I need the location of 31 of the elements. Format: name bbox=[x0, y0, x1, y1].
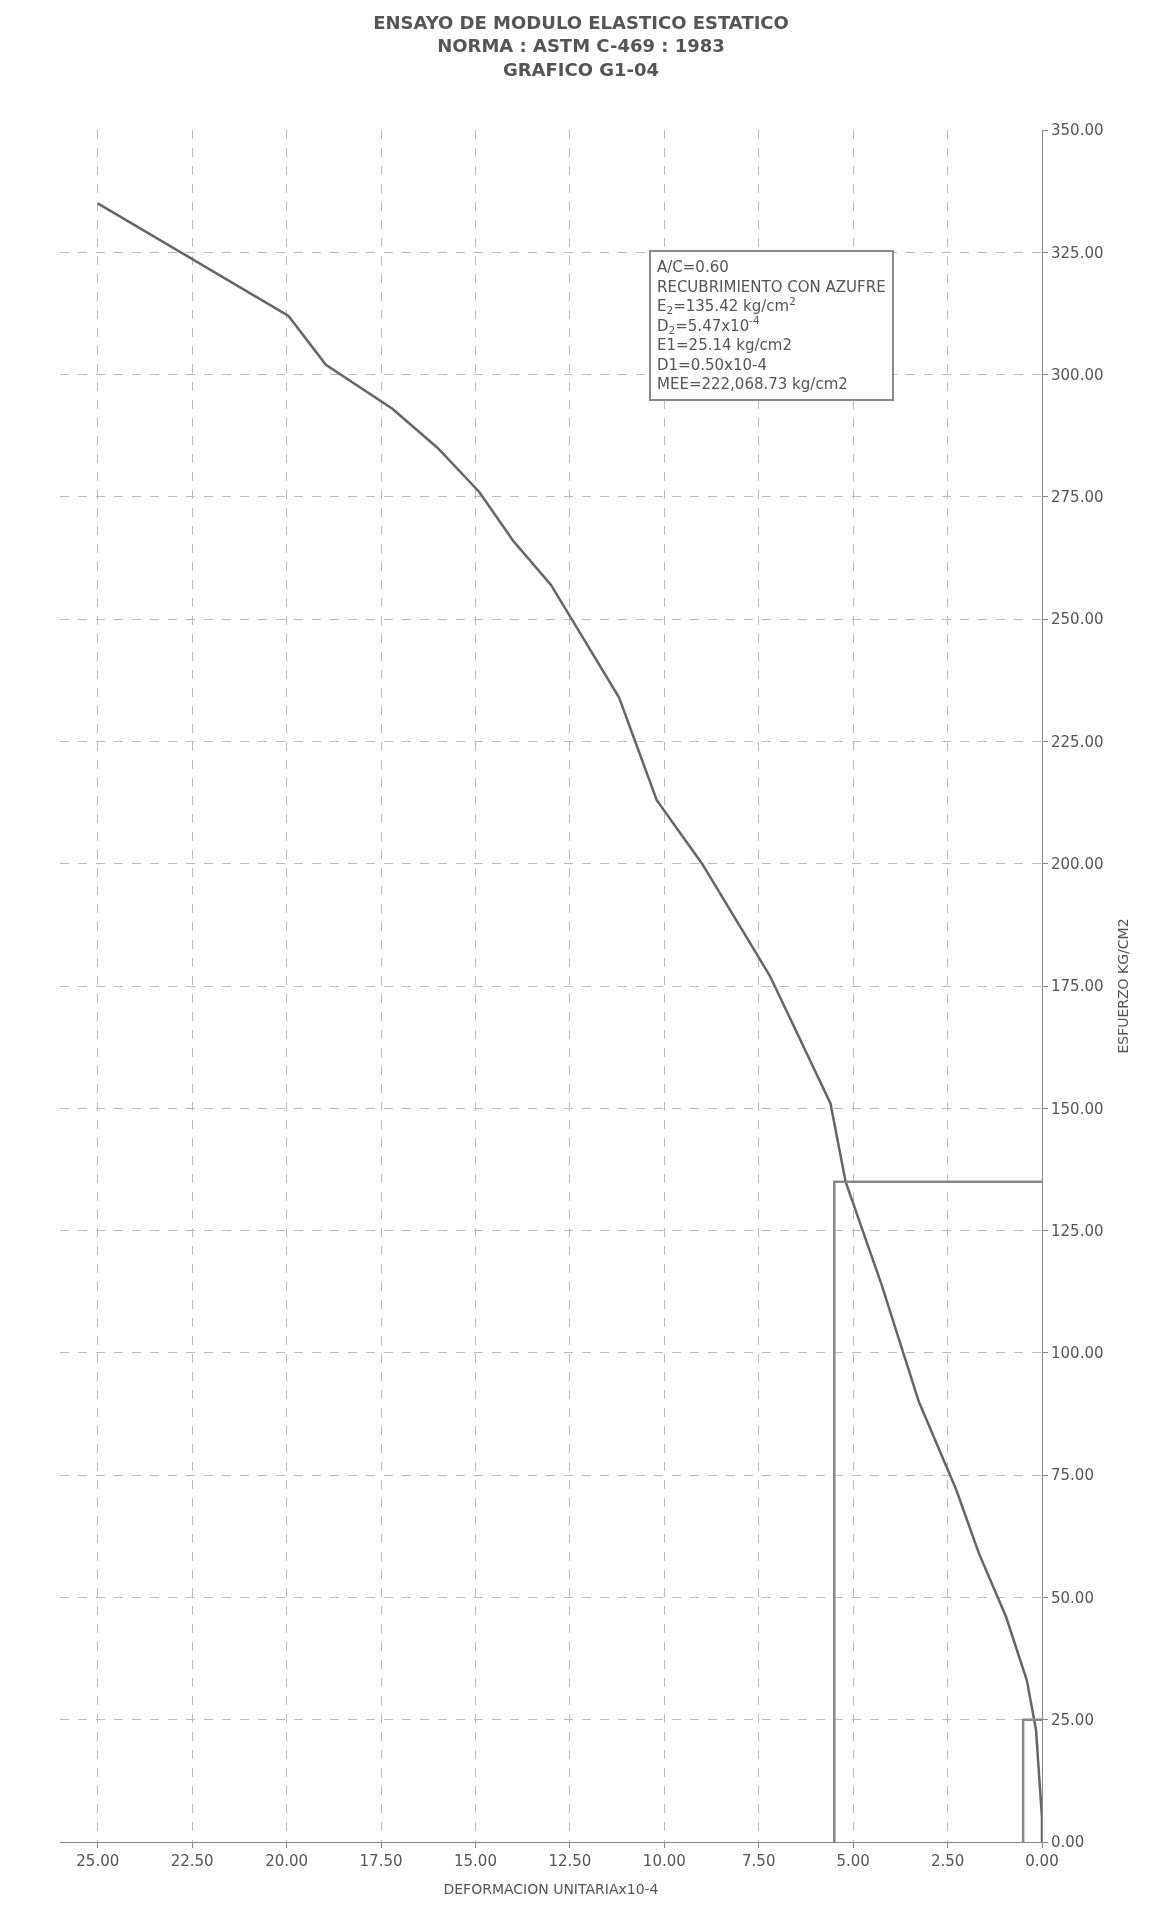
y-tick-label: 75.00 bbox=[1051, 1466, 1094, 1485]
y-axis-title: ESFUERZO KG/CM2 bbox=[1114, 918, 1131, 1054]
y-tick-label: 350.00 bbox=[1051, 121, 1104, 140]
y-tick-label: 325.00 bbox=[1051, 243, 1104, 262]
y-tick-label: 0.00 bbox=[1051, 1833, 1085, 1852]
x-tick-label: 5.00 bbox=[836, 1852, 870, 1870]
x-axis-title: DEFORMACION UNITARIAx10-4 bbox=[443, 1881, 659, 1898]
x-tick-label: 20.00 bbox=[265, 1852, 309, 1870]
x-tick-label: 7.50 bbox=[742, 1852, 776, 1870]
chart-title: ENSAYO DE MODULO ELASTICO ESTATICO NORMA : ASTM C-469 : 1983 GRAFICO G1-04 bbox=[373, 11, 789, 80]
x-tick-label: 17.50 bbox=[359, 1852, 403, 1870]
y-tick-label: 25.00 bbox=[1051, 1710, 1094, 1729]
text: A/C=0.60 RECUBRIMIENTO CON AZUFRE E$_{2}$=135.42 kg/cm$^{2}$ D$_{2}$=5.47x10$^{-4}$ E1=25.14 kg/cm2 D1=0.50x10-4 MEE=222,068.73 kg/cm2 bbox=[657, 258, 886, 393]
y-tick-label: 250.00 bbox=[1051, 610, 1104, 629]
y-tick-label: 200.00 bbox=[1051, 854, 1104, 873]
x-tick-label: 25.00 bbox=[76, 1852, 120, 1870]
x-tick-label: 0.00 bbox=[1025, 1852, 1059, 1870]
y-tick-label: 150.00 bbox=[1051, 1099, 1104, 1118]
x-tick-label: 10.00 bbox=[642, 1852, 686, 1870]
x-tick-label: 2.50 bbox=[930, 1852, 965, 1870]
y-tick-label: 300.00 bbox=[1051, 365, 1104, 384]
y-tick-label: 125.00 bbox=[1051, 1221, 1104, 1240]
y-tick-label: 50.00 bbox=[1051, 1588, 1094, 1607]
y-tick-label: 275.00 bbox=[1051, 488, 1104, 507]
x-tick-label: 22.50 bbox=[170, 1852, 214, 1870]
line-series bbox=[96, 202, 1042, 1842]
x-tick-label: 12.50 bbox=[548, 1852, 592, 1870]
y-tick-label: 175.00 bbox=[1051, 977, 1104, 996]
y-tick-label: 100.00 bbox=[1051, 1344, 1104, 1363]
y-tick-label: 225.00 bbox=[1051, 732, 1104, 751]
x-tick-label: 15.00 bbox=[453, 1852, 497, 1870]
